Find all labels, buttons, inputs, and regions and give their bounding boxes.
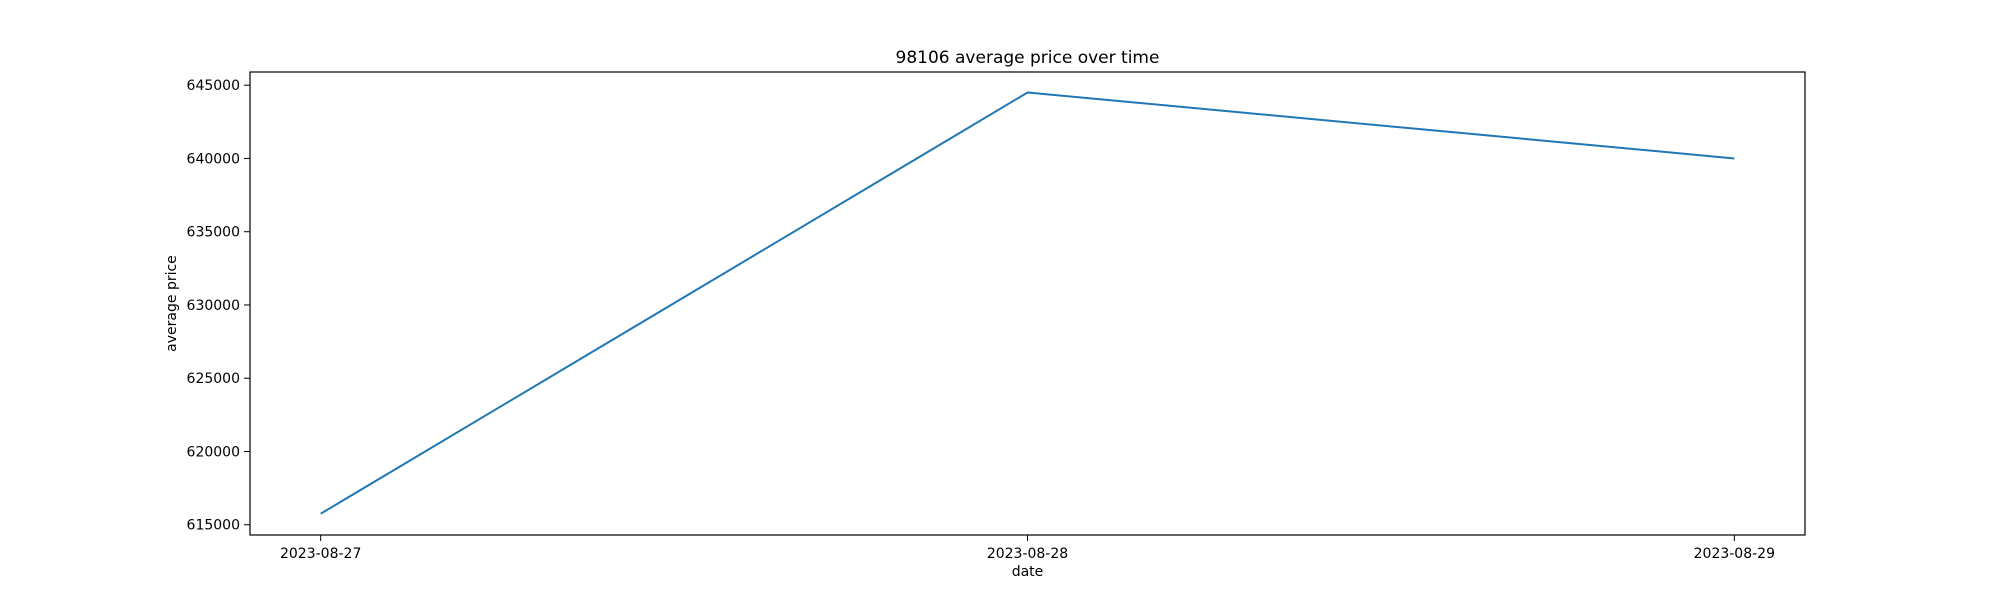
series-layer [320,91,1735,515]
y-tick-label: 620000 [187,444,240,460]
x-axis-label: date [1012,564,1044,580]
y-tick-label: 645000 [187,78,240,94]
chart-title: 98106 average price over time [896,48,1160,68]
series-line [320,91,1735,515]
y-tick-label: 630000 [187,298,240,314]
ticks-layer: 615000 620000 625000 630000 635000 640000 6450… [187,78,1775,562]
x-tick-label: 2023-08-29 [1694,546,1775,562]
y-tick-label: 625000 [187,371,240,387]
plot-frame [249,71,1806,536]
y-tick-label: 615000 [187,518,240,534]
y-tick-label: 635000 [187,225,240,241]
y-tick-label: 640000 [187,151,240,167]
y-axis-label: average price [164,255,180,352]
x-tick-label: 2023-08-28 [987,546,1068,562]
x-tick-label: 2023-08-27 [280,546,361,562]
